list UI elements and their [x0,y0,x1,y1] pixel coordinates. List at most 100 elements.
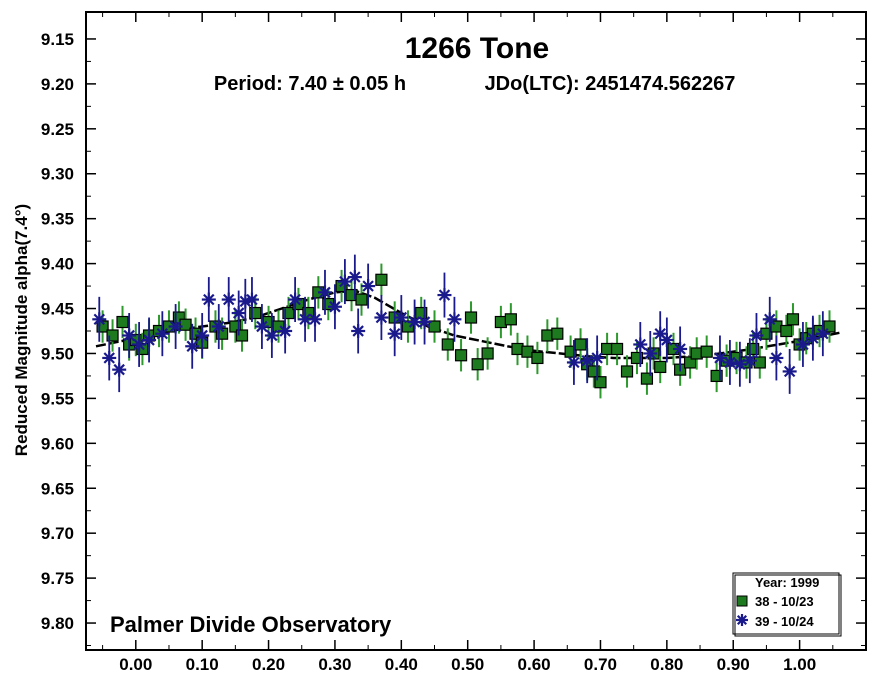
asterisk-stroke [196,329,208,342]
data-point-38 [229,320,242,333]
data-point-39 [231,306,246,321]
data-point-38 [541,329,554,342]
data-point-39 [122,328,137,343]
data-point-38 [753,356,766,369]
data-point-38 [620,365,634,378]
asterisk-stroke [388,327,401,340]
x-tick-label: 0.80 [650,655,683,674]
asterisk-stroke [770,352,783,364]
x-axis: 0.00 0.10 0.20 0.30 0.40 0.50 0.60 0.70 0.80 0.90… [102,12,834,674]
asterisk-stroke [736,614,748,626]
asterisk-stroke [375,311,388,324]
data-point-39 [142,332,157,347]
x-tick-label: 0.30 [318,655,351,674]
y-tick-label: 9.80 [41,614,74,633]
data-point-39 [327,299,342,314]
data-point-39 [815,326,830,341]
data-point-38 [574,338,587,351]
x-tick-label: 0.90 [717,655,750,674]
asterisk-stroke [113,363,125,376]
asterisk-stroke [750,329,763,342]
data-point-39 [782,364,797,379]
legend-entry-39: 39 - 10/24 [755,614,814,629]
asterisk-stroke [744,354,756,367]
data-point-38 [610,342,624,356]
fit-curve-layer [95,289,840,360]
data-point-39 [244,292,259,307]
data-point-39 [254,319,269,334]
data-point-38 [700,345,713,358]
data-point-39 [317,285,332,300]
legend: Year: 1999 38 - 10/23 39 - 10/24 [732,572,842,637]
data-point-39 [417,315,432,330]
asterisk-stroke [222,293,235,306]
asterisk-stroke [309,313,321,326]
y-tick-label: 9.65 [41,479,74,498]
observatory-label: Palmer Divide Observatory [110,612,392,637]
data-point-38 [511,342,524,356]
asterisk-stroke [408,316,421,328]
data-point-39 [407,315,422,330]
data-point-39 [749,328,764,343]
period-text: Period: 7.40 ± 0.05 h [214,73,406,95]
asterisk-stroke [289,293,301,306]
legend-square-marker [736,595,748,607]
y-axis-label: Reduced Magnitude alpha(7.4°) [12,204,31,456]
asterisk-stroke [634,338,647,351]
data-point-38 [780,324,793,338]
data-point-38 [179,318,192,331]
asterisk-stroke [246,293,258,306]
data-point-39 [201,292,216,307]
data-point-39 [361,279,376,294]
x-tick-label: 0.60 [518,655,551,674]
asterisk-stroke [186,340,198,353]
y-tick-label: 9.60 [41,434,74,453]
x-tick-label: 0.00 [119,655,152,674]
series-39-layer [92,254,830,394]
data-point-39 [580,353,595,368]
data-point-38 [551,327,564,340]
data-point-38 [481,347,494,360]
y-tick-label: 9.30 [41,165,74,184]
asterisk-stroke [438,289,451,301]
data-point-39 [195,328,210,343]
legend-title: Year: 1999 [755,575,819,590]
x-tick-label: 0.20 [252,655,285,674]
asterisk-stroke [123,329,135,342]
y-tick-label: 9.75 [41,569,74,588]
y-tick-label: 9.70 [41,524,74,543]
asterisk-stroke [654,327,666,340]
data-point-39 [633,337,648,352]
asterisk-stroke [568,356,580,369]
asterisk-stroke [169,320,182,333]
asterisk-stroke [329,301,341,313]
data-point-39 [643,346,658,361]
asterisk-stroke [783,365,796,378]
data-point-38 [96,320,109,333]
asterisk-stroke [591,352,603,364]
asterisk-stroke [349,271,361,283]
legend-asterisk [736,614,748,626]
y-tick-label: 9.35 [41,210,74,229]
asterisk-stroke [213,320,225,333]
asterisk-stroke [143,334,155,346]
asterisk-stroke [395,311,408,324]
data-point-39 [112,362,127,377]
asterisk-stroke [133,338,145,351]
data-point-38 [375,273,388,286]
asterisk-stroke [232,307,245,319]
data-point-39 [769,350,784,365]
data-point-38 [454,349,468,362]
data-point-39 [374,310,389,325]
asterisk-stroke [103,352,115,364]
y-tick-label: 9.45 [41,300,74,319]
data-point-39 [659,332,674,347]
data-point-38 [601,342,614,356]
y-tick-label: 9.40 [41,255,74,274]
data-point-38 [441,338,454,351]
data-point-39 [264,328,279,343]
asterisk-stroke [256,320,268,333]
data-point-39 [92,312,107,327]
data-point-38 [521,345,534,358]
